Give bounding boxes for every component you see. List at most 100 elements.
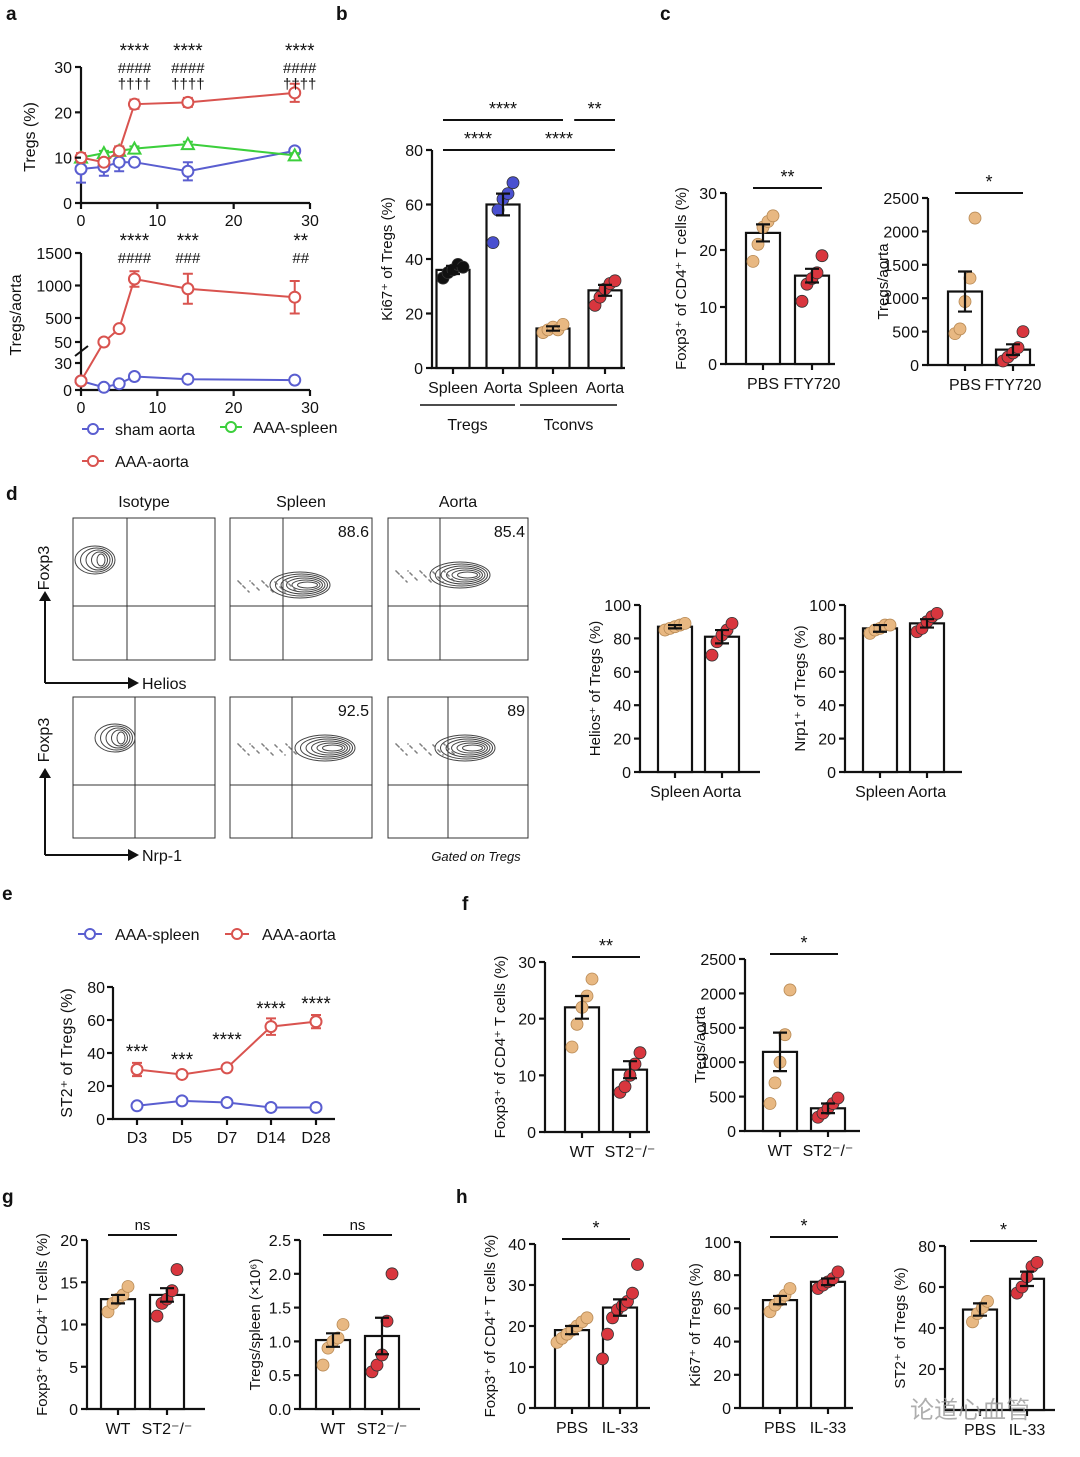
axis-break: [74, 345, 89, 357]
y-tick-label: 30: [518, 955, 536, 972]
data-point: [288, 86, 302, 100]
panel-label-d: d: [6, 484, 18, 505]
data-point: [953, 322, 967, 336]
event-dot: [415, 751, 417, 753]
event-dot: [251, 582, 253, 584]
event-dot: [444, 571, 446, 573]
event-dot: [252, 583, 254, 585]
bar: [553, 1328, 591, 1410]
data-point: [570, 1017, 584, 1031]
significance-label: ##: [292, 250, 309, 267]
data-point: [126, 140, 143, 155]
contour-line: [456, 742, 486, 754]
error-bar: [756, 223, 770, 243]
data-point: [336, 1318, 350, 1331]
y-axis-label: Tregs/aorta: [692, 1006, 709, 1083]
event-dot: [400, 748, 402, 750]
event-dot: [239, 745, 241, 747]
data-point: [506, 176, 520, 190]
data-point: [930, 606, 944, 620]
data-point: [795, 294, 809, 308]
contour-line: [116, 731, 126, 745]
y-tick-label: 80: [818, 631, 836, 648]
event-dot: [398, 573, 400, 575]
event-dot: [289, 747, 291, 749]
contour-line: [445, 738, 491, 758]
watermark-logo: 论道心血管: [910, 1397, 1030, 1424]
data-point: [746, 254, 760, 268]
data-point: [97, 335, 111, 349]
error-bar: [613, 1298, 627, 1317]
y-tick-label: 0: [414, 361, 423, 378]
event-dot: [256, 750, 258, 752]
data-point: [112, 322, 126, 336]
event-dot: [242, 748, 244, 750]
panel-label-f: f: [462, 894, 469, 915]
legend-marker: [87, 455, 99, 467]
event-dot: [420, 744, 422, 746]
group-label: Tregs: [447, 417, 487, 434]
x-tick-label: 20: [225, 400, 243, 417]
significance-label: **: [599, 936, 613, 956]
event-dot: [438, 750, 440, 752]
event-dot: [420, 571, 422, 573]
event-dot: [409, 745, 411, 747]
x-tick-label: ST2⁻/⁻: [803, 1143, 854, 1160]
legend-label: AAA-spleen: [253, 420, 338, 437]
significance-label: **: [780, 167, 794, 187]
y-tick-label: 1.5: [269, 1301, 291, 1318]
y-tick-label: 40: [613, 698, 631, 715]
event-dot: [288, 583, 290, 585]
error-bar: [773, 1031, 787, 1073]
y-tick-label: 80: [87, 980, 105, 997]
event-dot: [446, 746, 448, 748]
significance-label: *: [592, 1218, 599, 1238]
y-tick-label: 20: [613, 732, 631, 749]
error-bar: [446, 264, 460, 276]
gate-percentage: 88.6: [338, 524, 369, 541]
error-bar: [821, 1102, 835, 1115]
y-tick-label: 1.0: [269, 1334, 291, 1351]
event-dot: [447, 574, 449, 576]
x-tick-label: WT: [768, 1143, 793, 1160]
data-point: [127, 370, 141, 383]
y-tick-label: 5: [69, 1360, 78, 1377]
error-bar: [958, 270, 972, 313]
event-dot: [280, 587, 282, 589]
y-tick-label: 0: [517, 1401, 526, 1418]
event-dot: [271, 753, 273, 755]
event-dot: [443, 570, 445, 572]
flow-y-axis-label: Foxp3: [36, 718, 53, 763]
event-dot: [442, 581, 444, 583]
event-dot: [433, 745, 435, 747]
y-tick-label: 0.0: [269, 1402, 291, 1419]
contour-line: [111, 729, 128, 747]
data-point: [456, 260, 470, 274]
contour-line: [297, 581, 318, 589]
event-dot: [423, 747, 425, 749]
event-dot: [421, 745, 423, 747]
group-label: Tconvs: [544, 417, 594, 434]
contour-line: [94, 723, 136, 753]
y-tick-label: 1500: [700, 1021, 736, 1038]
data-point: [181, 372, 195, 386]
event-dot: [248, 591, 250, 593]
panel-label-b: b: [336, 4, 348, 25]
event-dot: [271, 590, 273, 592]
event-dot: [249, 743, 251, 745]
error-bar: [496, 192, 510, 217]
data-point: [831, 1265, 845, 1279]
x-tick-label: WT: [106, 1421, 131, 1438]
contour-line: [294, 734, 356, 762]
contour-line: [105, 727, 131, 749]
y-tick-label: 40: [405, 252, 423, 269]
event-dot: [256, 587, 258, 589]
event-dot: [285, 580, 287, 582]
event-dot: [290, 585, 292, 587]
significance-label: *: [800, 1216, 807, 1236]
y-tick-label: 0: [63, 196, 72, 213]
